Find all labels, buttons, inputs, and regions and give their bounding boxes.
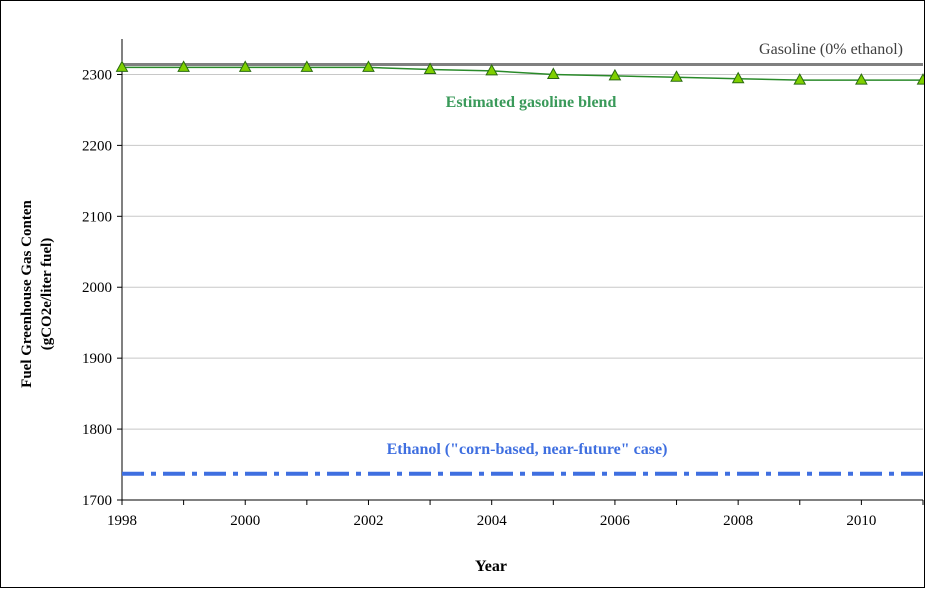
data-point-marker bbox=[300, 60, 314, 72]
data-point-marker bbox=[485, 63, 499, 76]
y-tick-label: 1700 bbox=[82, 493, 112, 509]
data-point-marker bbox=[546, 67, 560, 79]
x-tick-label: 2002 bbox=[353, 513, 383, 529]
data-point-marker bbox=[916, 73, 925, 85]
series-line bbox=[122, 66, 923, 81]
data-point-marker bbox=[855, 73, 868, 85]
y-tick-label: 2100 bbox=[82, 209, 112, 225]
y-axis-ticks: 1700 1800 1900 2000 2100 2200 2300 bbox=[82, 67, 122, 509]
x-tick-label: 2010 bbox=[846, 513, 876, 529]
data-point-marker bbox=[238, 60, 252, 72]
data-point-marker bbox=[793, 73, 807, 85]
series-group bbox=[115, 60, 925, 476]
data-point-marker bbox=[423, 62, 437, 74]
data-point-marker bbox=[731, 71, 745, 84]
y-tick-label: 2200 bbox=[82, 138, 112, 154]
y-tick-label: 2000 bbox=[82, 280, 112, 296]
grid-lines bbox=[122, 73, 923, 430]
y-axis-title-line1: Fuel Greenhouse Gas Conten bbox=[19, 200, 35, 388]
data-point-marker bbox=[115, 60, 129, 72]
x-tick-label: 2006 bbox=[600, 513, 631, 529]
y-tick-label: 2300 bbox=[82, 67, 112, 83]
x-tick-label: 2008 bbox=[723, 513, 753, 529]
series-label-ethanol: Ethanol ("corn-based, near-future" case) bbox=[387, 441, 668, 458]
data-point-marker bbox=[670, 70, 683, 82]
x-tick-label: 2004 bbox=[477, 513, 508, 529]
x-axis-title: Year bbox=[475, 558, 507, 575]
x-tick-label: 2000 bbox=[230, 513, 260, 529]
y-axis-title: Fuel Greenhouse Gas Conten (gCO2e/liter … bbox=[19, 200, 55, 388]
y-axis-title-line2: (gCO2e/liter fuel) bbox=[39, 238, 55, 351]
y-tick-label: 1900 bbox=[82, 351, 112, 367]
data-point-marker bbox=[177, 60, 190, 72]
series-labels: Gasoline (0% ethanol) Estimated gasoline… bbox=[387, 41, 903, 458]
series-label-gasoline-blend: Estimated gasoline blend bbox=[446, 94, 617, 111]
y-tick-label: 1800 bbox=[82, 422, 112, 438]
x-axis-ticks: 1998 2000 2002 2004 2006 2008 2010 bbox=[107, 500, 924, 529]
data-point-marker bbox=[362, 60, 375, 72]
data-point-marker bbox=[608, 68, 622, 81]
series-label-gasoline: Gasoline (0% ethanol) bbox=[759, 41, 903, 58]
x-tick-label: 1998 bbox=[107, 513, 137, 529]
